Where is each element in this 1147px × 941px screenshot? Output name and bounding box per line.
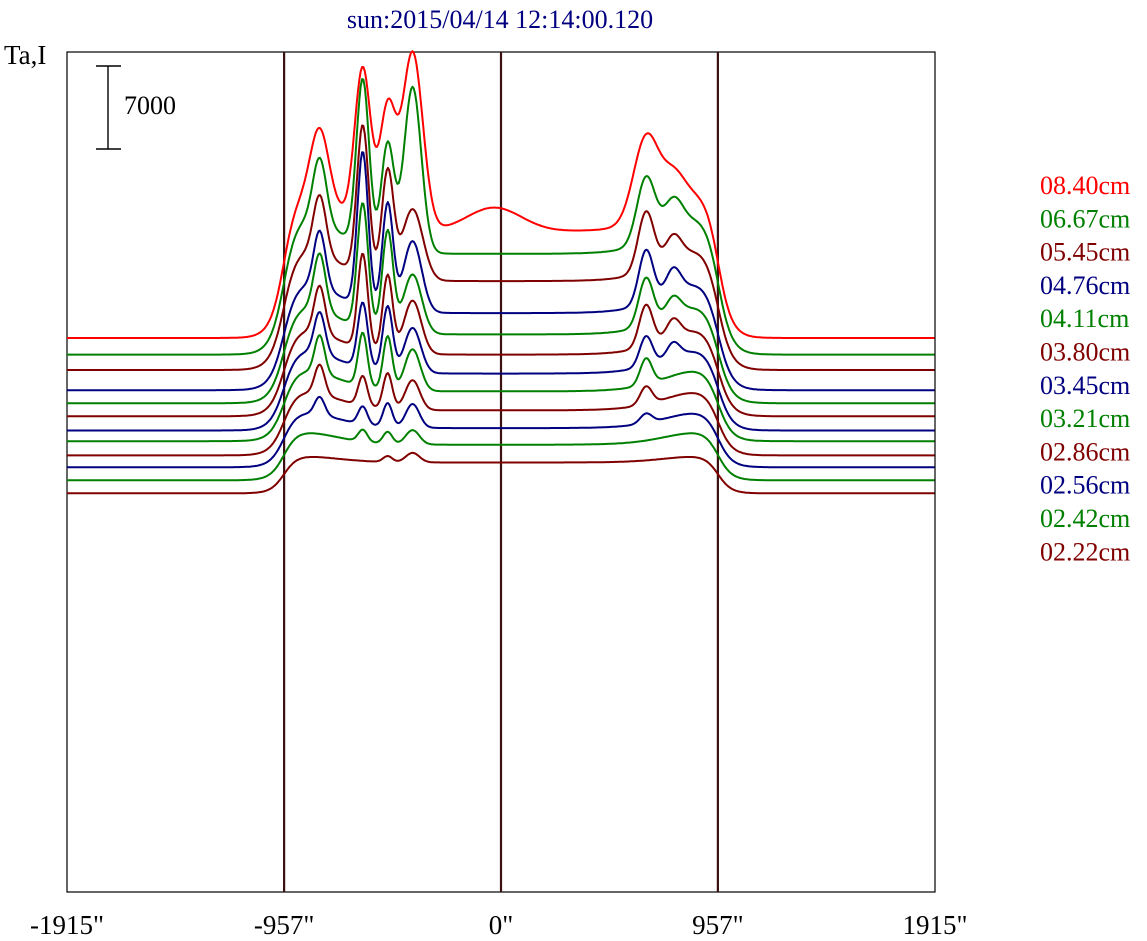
series-line <box>67 124 935 371</box>
scale-bar: 7000 <box>96 65 176 150</box>
series-line <box>67 395 935 469</box>
series-line <box>67 301 935 432</box>
legend-entry: 02.22cm <box>1040 537 1130 566</box>
series-line <box>67 331 935 443</box>
legend-entry: 03.80cm <box>1040 338 1130 367</box>
series-line <box>67 428 935 482</box>
legend-entry: 08.40cm <box>1040 171 1130 200</box>
x-tick-label: -957" <box>254 910 315 940</box>
series-line <box>67 50 935 339</box>
series-line <box>67 252 935 418</box>
series-line <box>67 151 935 392</box>
x-tick-label: -1915" <box>30 910 104 940</box>
legend-entry: 03.21cm <box>1040 404 1130 433</box>
x-tick-label: 0" <box>489 910 514 940</box>
x-tick-labels: -1915" -957" 0" 957" 1915" <box>30 910 968 940</box>
chart-title: sun:2015/04/14 12:14:00.120 <box>347 5 653 34</box>
legend-entry: 06.67cm <box>1040 204 1130 233</box>
legend-entry: 03.45cm <box>1040 371 1130 400</box>
legend-entry: 02.86cm <box>1040 437 1130 466</box>
series-line <box>67 202 935 405</box>
legend-entry: 04.76cm <box>1040 271 1130 300</box>
legend: 08.40cm 06.67cm 05.45cm 04.76cm 04.11cm 03.80… <box>1040 171 1130 566</box>
x-tick-label: 1915" <box>902 910 967 940</box>
series-line <box>67 78 935 356</box>
series-line <box>67 451 935 495</box>
legend-entry: 02.56cm <box>1040 471 1130 500</box>
legend-entry: 05.45cm <box>1040 238 1130 267</box>
y-axis-label: Ta,I <box>4 40 46 70</box>
vertical-markers <box>283 52 719 892</box>
scale-bar-label: 7000 <box>124 91 176 120</box>
legend-entry: 04.11cm <box>1040 304 1129 333</box>
x-tick-label: 957" <box>692 910 744 940</box>
series-line <box>67 363 935 457</box>
series-group <box>67 50 935 495</box>
legend-entry: 02.42cm <box>1040 504 1130 533</box>
